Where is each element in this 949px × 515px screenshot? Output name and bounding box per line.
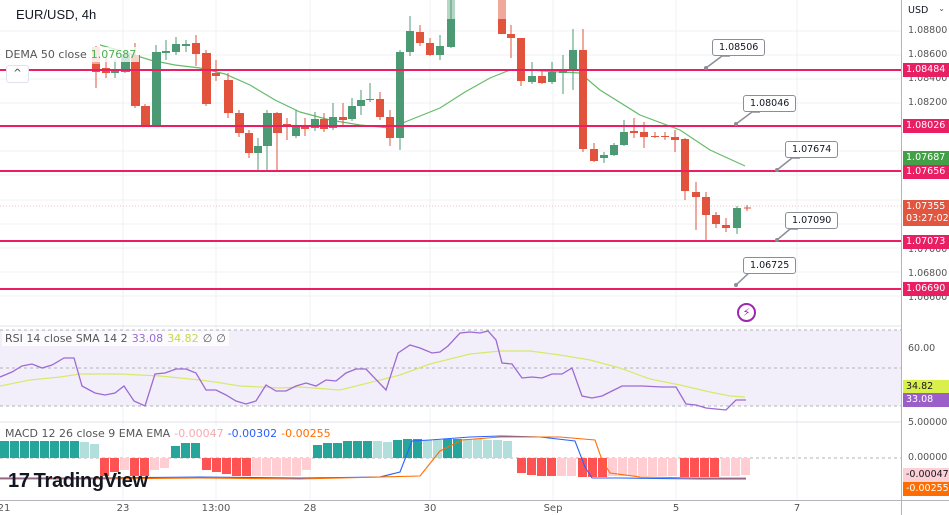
price-callout-4[interactable]: 1.07090 <box>785 212 839 229</box>
chevron-up-icon: ^ <box>13 68 22 79</box>
macd-signal-tag: -0.00255 <box>903 482 949 496</box>
dema-legend[interactable]: DEMA 50 close 1.07687 <box>2 47 140 62</box>
time-tick: 23 <box>116 503 130 514</box>
macd-value: -0.00302 <box>227 427 278 440</box>
macd-legend[interactable]: MACD 12 26 close 9 EMA EMA -0.00047 -0.003… <box>2 426 334 441</box>
dema-tag: 1.07687 <box>903 151 949 165</box>
level-tag-5: 1.06690 <box>903 282 949 296</box>
price-callout-2[interactable]: 1.08046 <box>743 95 797 112</box>
tradingview-logo-text: TradingView <box>33 470 148 492</box>
price-callout-3[interactable]: 1.07674 <box>785 141 839 158</box>
rsi-tag: 33.08 <box>903 393 949 407</box>
chevron-down-icon[interactable]: ⌄ <box>938 4 945 13</box>
price-tick: 1.06800 <box>908 268 948 279</box>
price-callout-1[interactable]: 1.08506 <box>712 39 766 56</box>
price-tick: 1.06600 <box>908 292 948 303</box>
level-tag-2: 1.08026 <box>903 119 949 133</box>
level-tag-1: 1.08484 <box>903 63 949 77</box>
time-tick: 7 <box>793 503 801 514</box>
rsi-tick: 60.00 <box>908 343 936 354</box>
macd-tick: 5.00000 <box>908 417 948 428</box>
symbol-title[interactable]: EUR/USD, 4h <box>16 7 97 22</box>
price-callout-5[interactable]: 1.06725 <box>743 257 797 274</box>
level-tag-3: 1.07656 <box>903 165 949 179</box>
time-tick: 28 <box>303 503 317 514</box>
price-tick: 1.08800 <box>908 25 948 36</box>
rsi-extra-2: ∅ <box>216 332 226 345</box>
axis-corner <box>901 500 949 515</box>
macd-tick: 0.00000 <box>908 452 948 463</box>
time-tick: 30 <box>423 503 437 514</box>
time-tick: 21 <box>0 503 11 514</box>
rsi-legend[interactable]: RSI 14 close SMA 14 2 33.08 34.82 ∅ ∅ <box>2 331 229 346</box>
time-tick: 13:00 <box>201 503 231 514</box>
current-price-tag: 1.07355 03:27:02 <box>903 200 949 226</box>
current-price: 1.07355 <box>906 201 946 212</box>
price-tick: 1.07000 <box>908 244 948 255</box>
currency-selector[interactable]: USD <box>908 5 929 16</box>
chart-drawing <box>0 0 901 500</box>
price-tick: 1.08200 <box>908 97 948 108</box>
time-tick: Sep <box>543 503 563 514</box>
lightning-icon[interactable]: ⚡ <box>737 303 756 322</box>
macd-hist-tag: -0.00047 <box>903 468 949 482</box>
macd-signal-value: -0.00255 <box>281 427 331 440</box>
rsi-sma-value: 34.82 <box>167 332 199 345</box>
time-tick: 5 <box>672 503 680 514</box>
price-axis[interactable]: USD ⌄ 1.08800 1.08600 1.08400 1.08200 1.… <box>901 0 949 500</box>
bar-countdown: 03:27:02 <box>906 213 949 224</box>
rsi-label: RSI 14 close SMA 14 2 <box>5 332 128 345</box>
tradingview-logo[interactable]: 17 TradingView <box>8 470 148 493</box>
macd-label: MACD 12 26 close 9 EMA EMA <box>5 427 171 440</box>
chart-canvas[interactable]: EUR/USD, 4h DEMA 50 close 1.07687 ^ RSI 1… <box>0 0 901 500</box>
dema-label: DEMA 50 close <box>5 48 87 61</box>
dema-value: 1.07687 <box>90 48 137 61</box>
level-tag-4: 1.07073 <box>903 235 949 249</box>
time-axis[interactable]: 21 23 13:00 28 30 Sep 5 7 <box>0 500 901 515</box>
tradingview-mark-icon: 17 <box>8 470 30 492</box>
price-tick: 1.08600 <box>908 49 948 60</box>
collapse-legend-button[interactable]: ^ <box>6 65 29 83</box>
macd-hist-value: -0.00047 <box>174 427 224 440</box>
rsi-sma-tag: 34.82 <box>903 380 949 394</box>
price-tick: 1.08400 <box>908 73 948 84</box>
rsi-extra-1: ∅ <box>202 332 213 345</box>
rsi-value: 33.08 <box>131 332 164 345</box>
